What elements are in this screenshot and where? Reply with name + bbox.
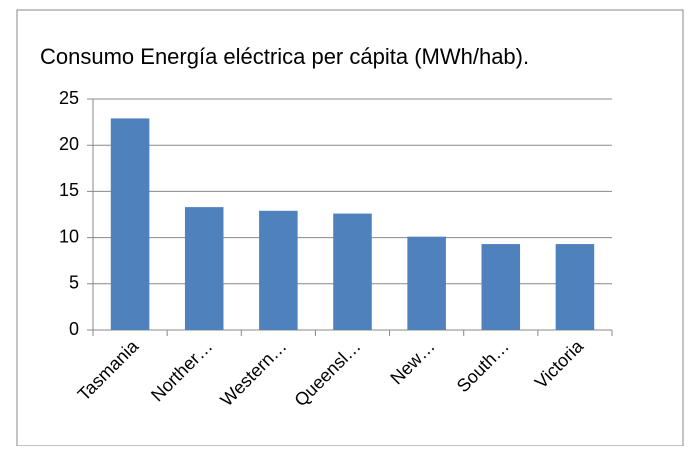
- bar: [407, 236, 446, 330]
- bar: [259, 210, 298, 330]
- bar: [110, 118, 150, 331]
- y-tick-label: 20: [59, 134, 79, 154]
- bar: [184, 207, 224, 330]
- chart-title: Consumo Energía eléctrica per cápita (MW…: [40, 44, 529, 69]
- y-tick-label: 0: [69, 319, 79, 339]
- bar: [333, 213, 372, 330]
- y-tick-label: 5: [69, 273, 79, 293]
- y-tick-label: 15: [59, 180, 79, 200]
- y-tick-label: 10: [59, 226, 79, 246]
- y-tick-label: 25: [59, 88, 79, 108]
- bar: [481, 244, 521, 330]
- bar: [555, 244, 595, 330]
